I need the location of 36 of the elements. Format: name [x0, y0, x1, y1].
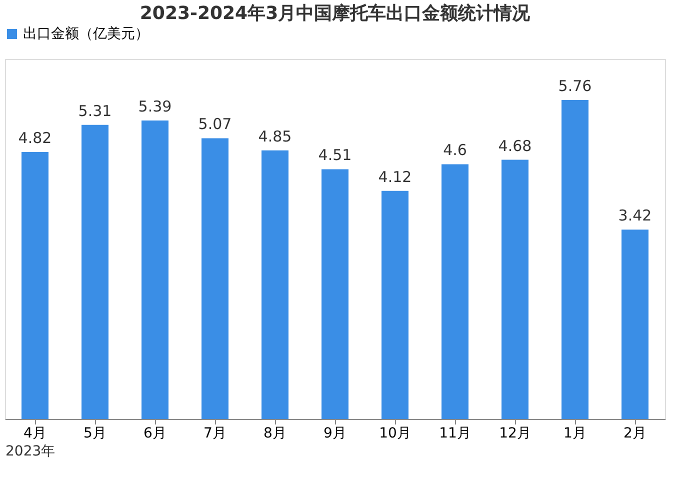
- x-tick-label: 11月: [439, 426, 471, 442]
- data-label: 4.51: [318, 146, 352, 164]
- text: 2023年: [6, 444, 56, 460]
- x-tick-label: 5月: [84, 426, 106, 442]
- bar: [142, 120, 168, 419]
- data-label: 5.07: [198, 115, 232, 134]
- x-tick-label: 7月: [204, 426, 226, 442]
- bar: [82, 124, 108, 419]
- data-label: 5.76: [558, 76, 592, 95]
- bar: [562, 100, 588, 419]
- bar: [22, 152, 48, 419]
- bar: [322, 169, 348, 419]
- x-tick-label: 6月: [144, 426, 166, 442]
- x-tick-label: 10月: [379, 426, 411, 442]
- data-label: 4.68: [498, 136, 532, 155]
- x-tick-label: 12月: [499, 426, 531, 442]
- x-tick-label: 2月: [624, 426, 646, 442]
- data-label: 5.39: [138, 97, 172, 116]
- bar: [622, 230, 648, 419]
- x-tick-label: 9月: [324, 426, 346, 442]
- bar: [202, 138, 228, 419]
- x-tick-label: 4月: [24, 426, 46, 442]
- data-label: 5.31: [78, 102, 112, 120]
- bar: [382, 190, 408, 419]
- bar: [502, 160, 528, 419]
- legend-label: 出口金额（亿美元）: [23, 26, 149, 42]
- x-tick-label: 1月: [564, 426, 586, 442]
- bar: [262, 150, 288, 419]
- bar: [442, 164, 468, 419]
- data-label: 3.42: [618, 206, 652, 225]
- chart-title: 2023-2024年3月中国摩托车出口金额统计情况: [140, 3, 532, 24]
- data-label: 4.12: [378, 168, 412, 186]
- data-label: 4.85: [258, 127, 292, 146]
- x-tick-label: 8月: [264, 426, 286, 442]
- data-label: 4.82: [18, 129, 52, 148]
- data-label: 4.6: [443, 141, 467, 160]
